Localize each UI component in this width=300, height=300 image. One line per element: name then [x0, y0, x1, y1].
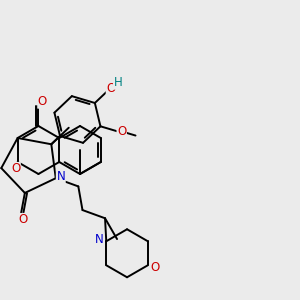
Text: N: N [56, 170, 65, 183]
Text: O: O [38, 95, 47, 108]
Text: O: O [19, 214, 28, 226]
Text: O: O [117, 125, 126, 138]
Text: H: H [113, 76, 122, 89]
Text: N: N [95, 233, 103, 246]
Text: O: O [106, 82, 116, 95]
Text: O: O [150, 261, 160, 274]
Text: O: O [11, 163, 20, 176]
